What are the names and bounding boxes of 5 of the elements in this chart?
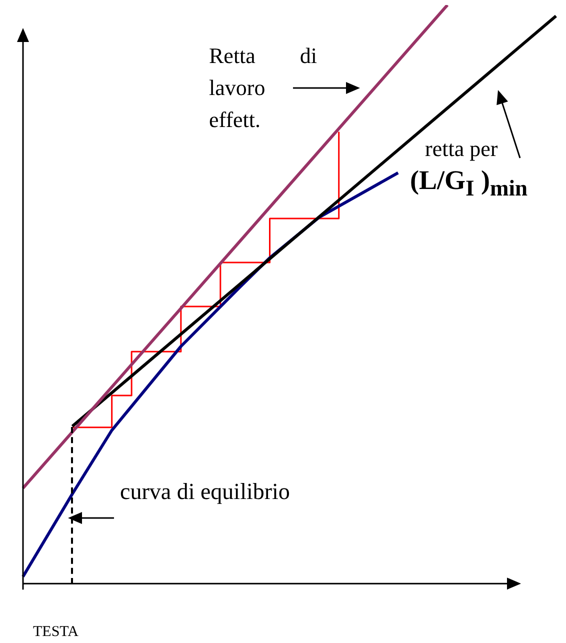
annotation: Retta di lavoro effett. bbox=[209, 42, 317, 134]
text: TESTA bbox=[33, 623, 78, 642]
annotation: curva di equilibrio bbox=[120, 478, 290, 506]
annotation: retta per bbox=[425, 135, 498, 163]
annotation: (L/G$_{I}$ )$_{min}$ bbox=[410, 164, 528, 202]
